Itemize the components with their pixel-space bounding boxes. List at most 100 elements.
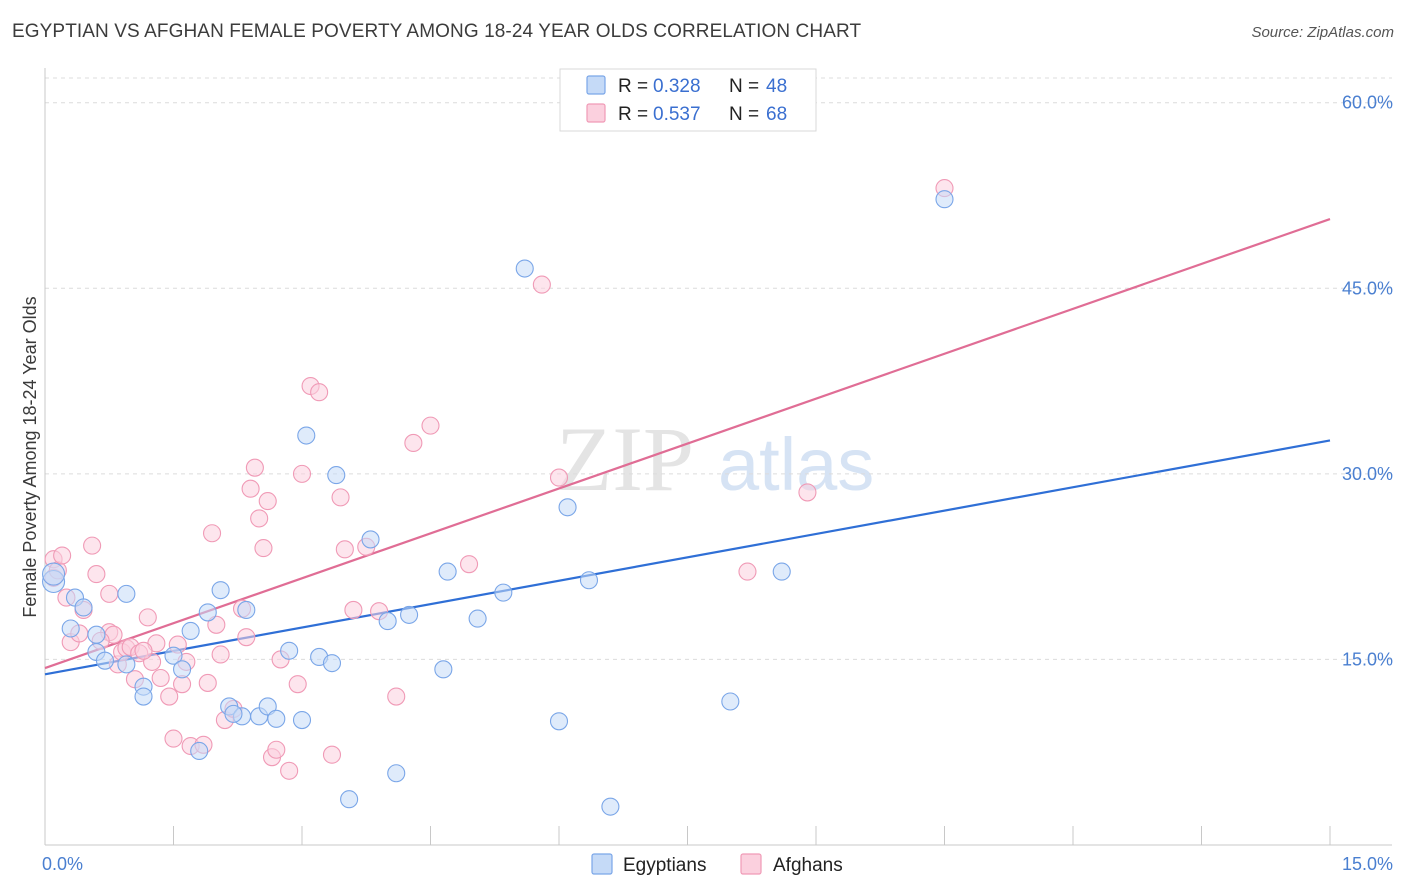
point-egyptians	[164, 646, 183, 665]
point-afghans	[211, 645, 230, 664]
point-egyptians	[198, 603, 217, 622]
x-tick-labels: 0.0% 15.0%	[42, 854, 1393, 874]
x-tick-label: 0.0%	[42, 854, 83, 874]
point-egyptians	[134, 687, 153, 706]
point-egyptians	[494, 583, 513, 602]
y-tick-label: 15.0%	[1342, 649, 1393, 669]
y-tick-label: 30.0%	[1342, 464, 1393, 484]
point-egyptians	[434, 660, 453, 679]
legend-n-label-2: N =	[729, 104, 759, 125]
trend-line-egyptians	[44, 439, 1331, 676]
point-afghans	[267, 740, 286, 759]
point-afghans	[738, 562, 757, 581]
point-egyptians	[224, 704, 243, 723]
bottom-legend-egyptians: Egyptians	[623, 855, 706, 876]
legend-swatch-afghans	[586, 103, 606, 123]
point-afghans	[151, 668, 170, 688]
point-egyptians	[400, 605, 419, 624]
point-egyptians	[87, 625, 106, 644]
x-tick-label: 15.0%	[1342, 854, 1393, 874]
point-egyptians	[74, 598, 93, 617]
point-afghans	[53, 546, 72, 565]
point-egyptians	[117, 584, 136, 603]
point-egyptians	[378, 612, 397, 631]
bottom-legend: Egyptians Afghans	[591, 853, 843, 876]
point-egyptians	[340, 790, 359, 809]
watermark-atlas: atlas	[718, 423, 874, 506]
legend-r-label-1: R =	[618, 76, 648, 97]
point-afghans	[138, 608, 157, 627]
point-egyptians	[237, 600, 256, 620]
point-egyptians	[579, 571, 599, 590]
point-afghans	[331, 488, 350, 507]
point-afghans	[134, 641, 153, 660]
point-afghans	[292, 464, 312, 483]
point-egyptians	[515, 259, 534, 278]
point-egyptians	[361, 530, 380, 549]
point-egyptians	[258, 697, 277, 716]
point-afghans	[322, 745, 342, 764]
point-egyptians	[601, 797, 620, 816]
axes	[44, 68, 1392, 846]
legend: R = 0.328 N = 48 R = 0.537 N = 68	[559, 68, 817, 132]
point-egyptians	[173, 660, 192, 679]
point-afghans	[198, 673, 217, 692]
point-afghans	[83, 536, 102, 555]
point-egyptians	[61, 619, 80, 638]
point-afghans	[254, 539, 273, 558]
point-egyptians	[280, 641, 299, 660]
point-afghans	[532, 275, 551, 294]
point-afghans	[258, 492, 277, 511]
bottom-legend-swatch-egyptians	[591, 853, 613, 875]
point-egyptians	[468, 609, 487, 628]
y-axis-label: Female Poverty Among 18-24 Year Olds	[20, 296, 40, 617]
legend-r-label-2: R =	[618, 104, 648, 125]
legend-r-value-2: 0.537	[653, 104, 701, 125]
point-afghans	[250, 509, 269, 528]
point-afghans	[549, 468, 569, 487]
point-afghans	[237, 628, 256, 647]
trend-lines	[44, 217, 1331, 676]
y-tick-label: 45.0%	[1342, 278, 1393, 298]
point-afghans	[798, 483, 817, 502]
gridlines	[45, 77, 1392, 660]
legend-swatch-egyptians	[586, 75, 606, 95]
point-egyptians	[190, 741, 209, 761]
legend-n-label-1: N =	[729, 76, 759, 97]
point-egyptians	[95, 651, 115, 670]
point-afghans	[421, 416, 440, 435]
point-afghans	[459, 555, 479, 574]
trend-line-afghans	[44, 217, 1331, 670]
point-afghans	[280, 761, 299, 780]
y-tick-labels: 15.0% 30.0% 45.0% 60.0%	[1342, 93, 1393, 670]
point-afghans	[164, 729, 183, 748]
point-egyptians	[558, 498, 577, 517]
legend-r-value-1: 0.328	[653, 76, 701, 97]
point-egyptians	[935, 190, 954, 209]
point-afghans	[160, 687, 179, 706]
legend-n-value-1: 48	[766, 76, 787, 97]
point-afghans	[335, 540, 354, 559]
point-afghans	[87, 565, 106, 584]
point-egyptians	[211, 581, 230, 600]
bottom-legend-afghans: Afghans	[773, 855, 843, 876]
point-afghans	[245, 458, 264, 477]
data-points	[42, 179, 954, 816]
watermark-zip: ZIP	[556, 408, 694, 510]
point-egyptians	[322, 654, 342, 673]
point-egyptians	[438, 562, 457, 581]
point-afghans	[344, 600, 363, 620]
point-afghans	[203, 524, 222, 543]
point-egyptians	[721, 692, 740, 711]
bottom-legend-swatch-afghans	[740, 853, 762, 875]
point-afghans	[387, 687, 406, 706]
point-egyptians	[267, 709, 286, 728]
point-egyptians	[549, 712, 569, 731]
point-egyptians	[297, 426, 316, 445]
y-tick-label: 60.0%	[1342, 93, 1393, 113]
legend-n-value-2: 68	[766, 104, 787, 125]
point-afghans	[404, 433, 423, 452]
point-afghans	[100, 584, 119, 603]
point-afghans	[241, 479, 260, 498]
